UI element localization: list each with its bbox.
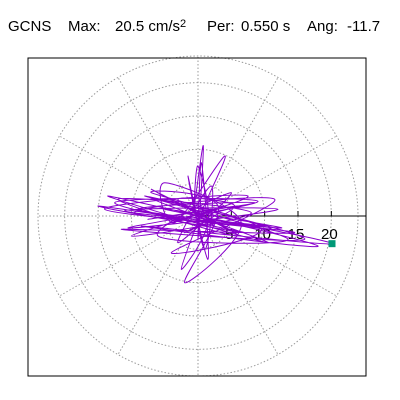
marker-group <box>328 240 336 248</box>
grid-spoke <box>197 135 337 217</box>
particle-motion-trace <box>97 145 333 284</box>
max-unit: cm/s <box>148 18 181 35</box>
grid-spoke <box>197 215 337 297</box>
radial-tick-label: 20 <box>321 226 338 243</box>
max-amplitude: 20.5 cm/s2 <box>115 18 186 37</box>
plot-frame <box>27 57 367 377</box>
max-value: 20.5 <box>115 18 145 35</box>
max-amplitude-marker <box>328 240 336 248</box>
chart-header: GCNS Max: 20.5 cm/s2 Per: 0.550 s Ang: -… <box>0 0 400 44</box>
period-label: Per: <box>207 18 235 35</box>
grid-spoke <box>59 135 199 217</box>
grid-spoke <box>117 215 199 355</box>
grid-spoke <box>59 215 199 297</box>
max-unit-power: 2 <box>180 18 187 30</box>
motion-trace-group <box>97 145 333 284</box>
grid-spoke <box>197 215 279 355</box>
period-value: 0.550 s <box>241 18 291 35</box>
max-label: Max: <box>68 18 101 35</box>
grid-spoke <box>117 77 199 217</box>
station-code: GCNS <box>8 18 52 35</box>
grid-spoke <box>197 77 279 217</box>
angle-value: -11.7 <box>347 18 381 35</box>
angle-label: Ang: <box>307 18 338 35</box>
